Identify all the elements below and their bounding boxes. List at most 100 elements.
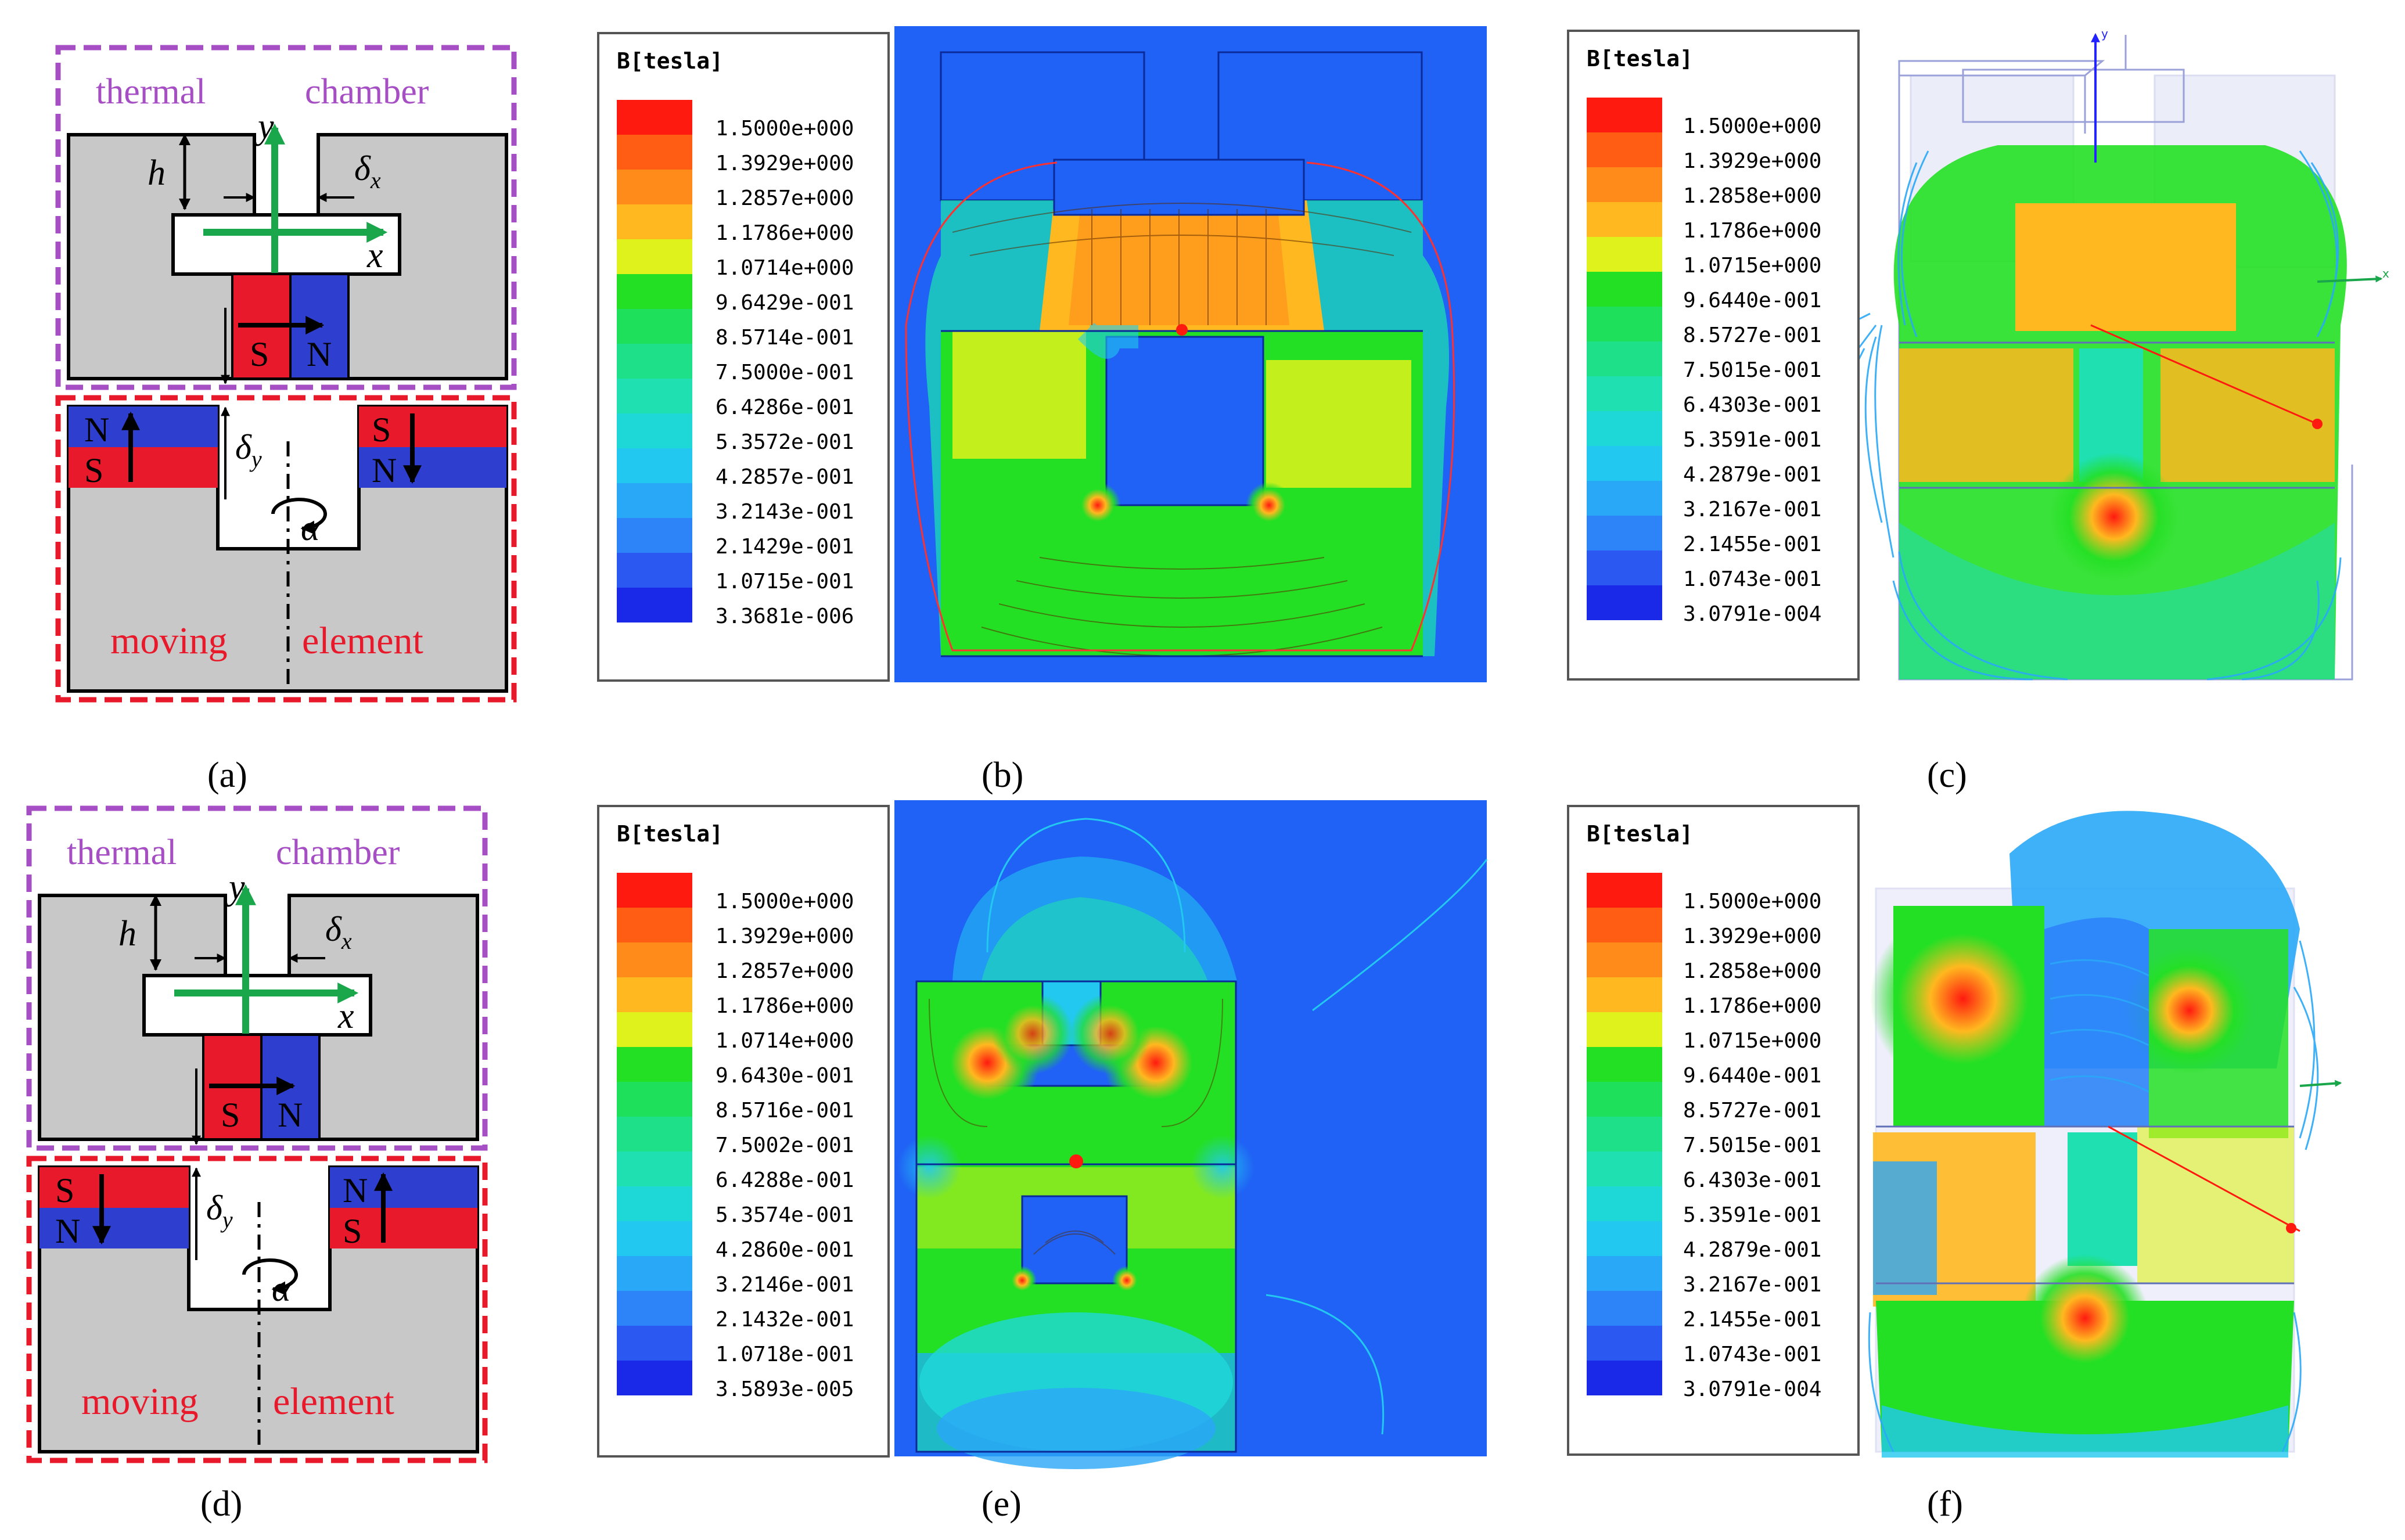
legend-swatch: [617, 239, 692, 274]
legend-value: 5.3591e-001: [1683, 1203, 1821, 1227]
legend-swatch: [617, 135, 692, 170]
legend-value: 6.4288e-001: [716, 1168, 854, 1192]
legend-value: 1.0715e+000: [1683, 254, 1821, 278]
panel-c-3d-field: y x: [1846, 27, 2389, 681]
legend-swatch: [617, 1361, 692, 1395]
pole-s: S: [250, 335, 269, 373]
legend-swatch: [617, 942, 692, 977]
legend-value: 8.5727e-001: [1683, 323, 1821, 347]
alpha-label: α: [301, 509, 321, 548]
magnet-right-top: [330, 1167, 477, 1208]
pole-n-left: N: [84, 411, 109, 449]
legend-value: 6.4303e-001: [1683, 393, 1821, 417]
legend-swatch: [617, 1012, 692, 1047]
origin-dot: [1176, 324, 1188, 336]
legend-swatch: [617, 1047, 692, 1082]
legend-value: 4.2879e-001: [1683, 463, 1821, 487]
magnet-right-top: [359, 406, 506, 447]
legend-value: 8.5727e-001: [1683, 1099, 1821, 1122]
legend-value: 7.5002e-001: [716, 1134, 854, 1157]
legend-swatch: [617, 1256, 692, 1291]
legend-swatch: [1587, 1256, 1662, 1291]
h-label: h: [148, 153, 166, 193]
legend-value: 3.3681e-006: [716, 605, 854, 628]
panel-e-field-map: [894, 800, 1488, 1469]
legend-swatch: [1587, 1326, 1662, 1361]
legend-value: 7.5015e-001: [1683, 358, 1821, 382]
legend-swatch: [1587, 1221, 1662, 1256]
legend-value: 3.2143e-001: [716, 500, 854, 524]
legend-swatch: [1587, 98, 1662, 132]
legend-value: 1.5000e+000: [1683, 114, 1821, 138]
pole-s: S: [221, 1096, 240, 1134]
legend-swatch: [1587, 1117, 1662, 1152]
pole-n-left: N: [55, 1212, 80, 1250]
panel-label-a: (a): [207, 755, 247, 795]
element-label: element: [273, 1380, 394, 1423]
legend-title: B[tesla]: [1587, 46, 1693, 71]
legend-value: 1.1786e+000: [1683, 994, 1821, 1018]
legend-value: 1.5000e+000: [716, 890, 854, 913]
legend-value: 4.2857e-001: [716, 465, 854, 489]
legend-title: B[tesla]: [1587, 821, 1693, 847]
legend-swatch: [1587, 1012, 1662, 1047]
legend-swatch: [1587, 132, 1662, 167]
legend-value: 3.2146e-001: [716, 1273, 854, 1297]
dy-label: δy: [235, 428, 262, 472]
chamber-label: chamber: [305, 72, 429, 111]
legend-swatch: [617, 873, 692, 908]
legend-swatch: [617, 274, 692, 309]
pole-s-left: S: [84, 451, 103, 490]
legend-swatch: [1587, 550, 1662, 585]
legend-value: 3.5893e-005: [716, 1377, 854, 1401]
legend-value: 3.2167e-001: [1683, 1273, 1821, 1297]
legend-swatch: [617, 1291, 692, 1326]
legend-value: 1.0743e-001: [1683, 1343, 1821, 1366]
legend-swatch: [1587, 1361, 1662, 1395]
legend-swatch: [1587, 873, 1662, 908]
panel-a-schematic: thermal chamber S N h δx y x N S S N δy: [55, 45, 517, 703]
moving-element-border: [55, 395, 517, 703]
panel-f-3d-field: [1868, 811, 2342, 1458]
legend-swatch: [617, 413, 692, 448]
legend-swatch: [1587, 1186, 1662, 1221]
thermal-label: thermal: [67, 833, 177, 872]
pole-n-right: N: [343, 1171, 368, 1210]
legend-swatch: [617, 483, 692, 518]
legend-value: 1.0715e-001: [716, 570, 854, 593]
legend-value: 1.0718e-001: [716, 1343, 854, 1366]
y-axis-3d-label: y: [2101, 27, 2108, 41]
legend-swatch: [1587, 1152, 1662, 1186]
legend-b: B[tesla] 1.5000e+000 1.3929e+000 1.2857e+0…: [597, 32, 890, 682]
t-slot-air: [1053, 159, 1305, 216]
magnet-right-bottom: [359, 447, 506, 488]
h-label: h: [118, 914, 136, 953]
legend-swatch: [1587, 376, 1662, 411]
legend-swatch: [617, 553, 692, 588]
legend-value: 9.6440e-001: [1683, 289, 1821, 312]
element-label: element: [302, 620, 423, 662]
panel-label-d: (d): [200, 1484, 242, 1524]
legend-value: 1.3929e+000: [1683, 149, 1821, 173]
legend-value: 1.0714e+000: [716, 256, 854, 280]
panel-label-e: (e): [982, 1484, 1022, 1524]
legend-swatch: [1587, 1047, 1662, 1082]
legend-swatch: [1587, 272, 1662, 307]
thermal-chamber-border: [26, 805, 488, 1151]
thermal-chamber-border: [55, 45, 517, 390]
legend-swatch: [1587, 942, 1662, 977]
legend-f: B[tesla] 1.5000e+000 1.3929e+000 1.2858e+0…: [1567, 805, 1860, 1456]
legend-value: 3.0791e-004: [1683, 1377, 1821, 1401]
chamber-label: chamber: [276, 833, 400, 872]
legend-swatch: [1587, 446, 1662, 481]
panel-label-c: (c): [1927, 755, 1967, 795]
alpha-arrow: [271, 498, 327, 535]
moving-element-border: [26, 1156, 488, 1463]
legend-value: 2.1429e-001: [716, 535, 854, 559]
legend-swatch: [1587, 1291, 1662, 1326]
y-label: y: [254, 107, 274, 146]
legend-title: B[tesla]: [617, 48, 723, 74]
legend-swatch: [617, 344, 692, 379]
panel-d-schematic: thermal chamber S N h δx y x S N N S δy: [26, 805, 488, 1463]
